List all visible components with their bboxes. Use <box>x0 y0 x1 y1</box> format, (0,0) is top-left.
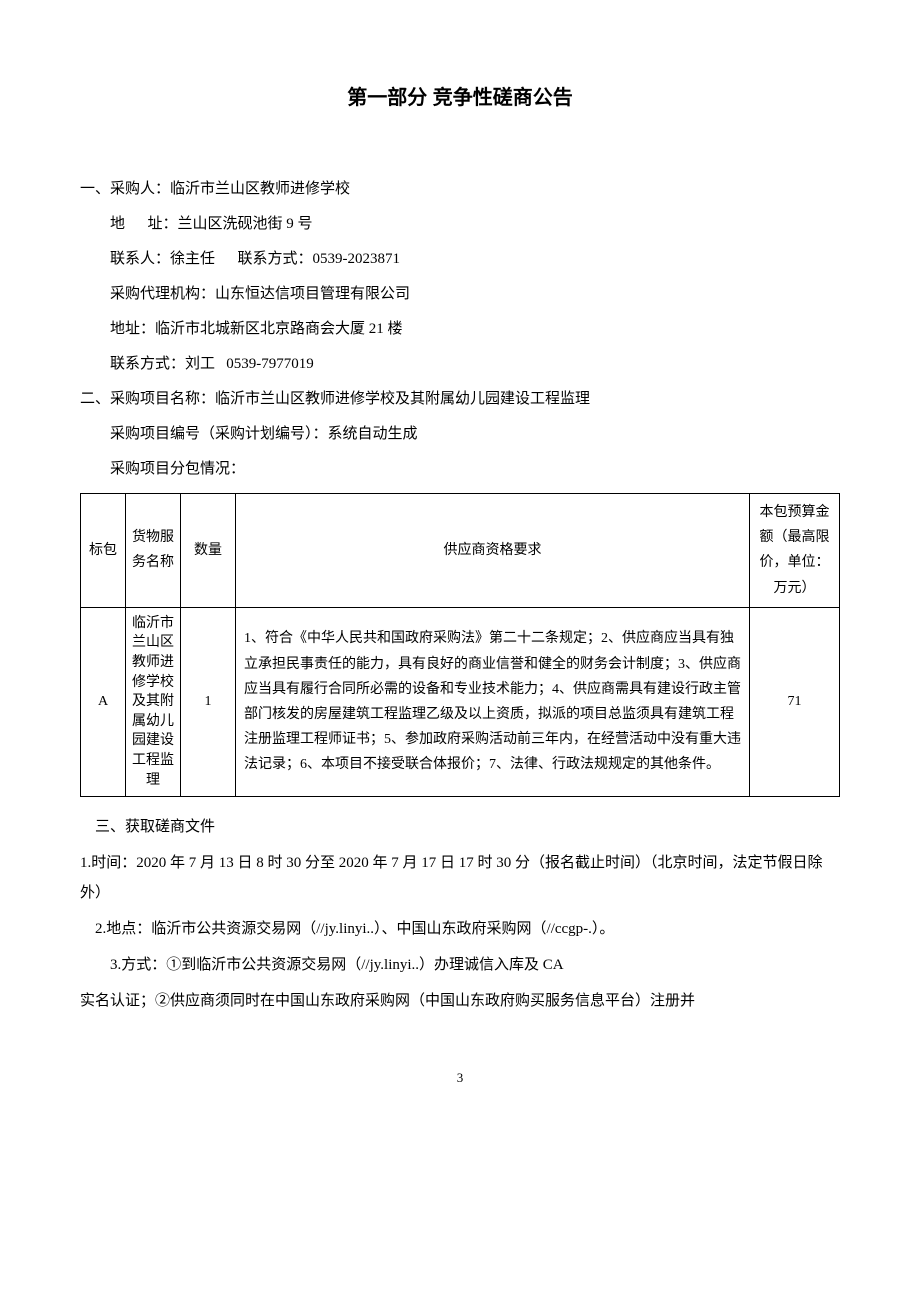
section3-location: 2.地点：临沂市公共资源交易网（//jy.linyi..）、中国山东政府采购网（… <box>80 914 840 944</box>
section3-heading: 三、获取磋商文件 <box>80 812 840 842</box>
contact-line: 联系人：徐主任 联系方式：0539-2023871 <box>80 246 840 273</box>
contact-name: 徐主任 <box>170 251 215 267</box>
table-header-row: 标包 货物服务名称 数量 供应商资格要求 本包预算金额（最高限价，单位：万元） <box>81 494 840 608</box>
agency-addr-label: 地址： <box>110 321 155 337</box>
agency-contact-name: 刘工 <box>185 356 215 372</box>
package-table: 标包 货物服务名称 数量 供应商资格要求 本包预算金额（最高限价，单位：万元） … <box>80 493 840 797</box>
td-budget: 71 <box>750 607 840 796</box>
address-label: 地址： <box>110 216 178 232</box>
th-req: 供应商资格要求 <box>236 494 750 608</box>
th-budget: 本包预算金额（最高限价，单位：万元） <box>750 494 840 608</box>
agency-line: 采购代理机构：山东恒达信项目管理有限公司 <box>80 281 840 308</box>
th-goods: 货物服务名称 <box>126 494 181 608</box>
package-info: 采购项目分包情况： <box>80 456 840 483</box>
section3-method2: 实名认证；②供应商须同时在中国山东政府采购网（中国山东政府购买服务信息平台）注册… <box>80 986 840 1016</box>
agency-name: 山东恒达信项目管理有限公司 <box>215 286 410 302</box>
document-title: 第一部分 竞争性磋商公告 <box>80 80 840 116</box>
contact-method-label: 联系方式： <box>238 251 313 267</box>
th-bid: 标包 <box>81 494 126 608</box>
th-qty: 数量 <box>181 494 236 608</box>
agency-contact-line: 联系方式：刘工 0539-7977019 <box>80 351 840 378</box>
td-qty: 1 <box>181 607 236 796</box>
agency-address-line: 地址：临沂市北城新区北京路商会大厦 21 楼 <box>80 316 840 343</box>
td-bid: A <box>81 607 126 796</box>
agency-label: 采购代理机构： <box>110 286 215 302</box>
page-number: 3 <box>80 1066 840 1089</box>
section1-heading: 一、采购人：临沂市兰山区教师进修学校 <box>80 176 840 203</box>
purchaser-address: 地址：兰山区洗砚池街 9 号 <box>80 211 840 238</box>
contact-method: 0539-2023871 <box>313 251 401 267</box>
agency-addr: 临沂市北城新区北京路商会大厦 21 楼 <box>155 321 403 337</box>
td-goods: 临沂市兰山区教师进修学校及其附属幼儿园建设工程监理 <box>126 607 181 796</box>
table-row: A 临沂市兰山区教师进修学校及其附属幼儿园建设工程监理 1 1、符合《中华人民共… <box>81 607 840 796</box>
section3-method: 3.方式：①到临沂市公共资源交易网（//jy.linyi..）办理诚信入库及 C… <box>80 950 840 980</box>
address-value: 兰山区洗砚池街 9 号 <box>178 216 313 232</box>
contact-label: 联系人： <box>110 251 170 267</box>
section3-time: 1.时间：2020 年 7 月 13 日 8 时 30 分至 2020 年 7 … <box>80 848 840 908</box>
section2-heading: 二、采购项目名称：临沂市兰山区教师进修学校及其附属幼儿园建设工程监理 <box>80 386 840 413</box>
agency-contact-label: 联系方式： <box>110 356 185 372</box>
agency-contact-phone: 0539-7977019 <box>226 356 314 372</box>
td-req: 1、符合《中华人民共和国政府采购法》第二十二条规定；2、供应商应当具有独立承担民… <box>236 607 750 796</box>
project-number: 采购项目编号（采购计划编号）：系统自动生成 <box>80 421 840 448</box>
